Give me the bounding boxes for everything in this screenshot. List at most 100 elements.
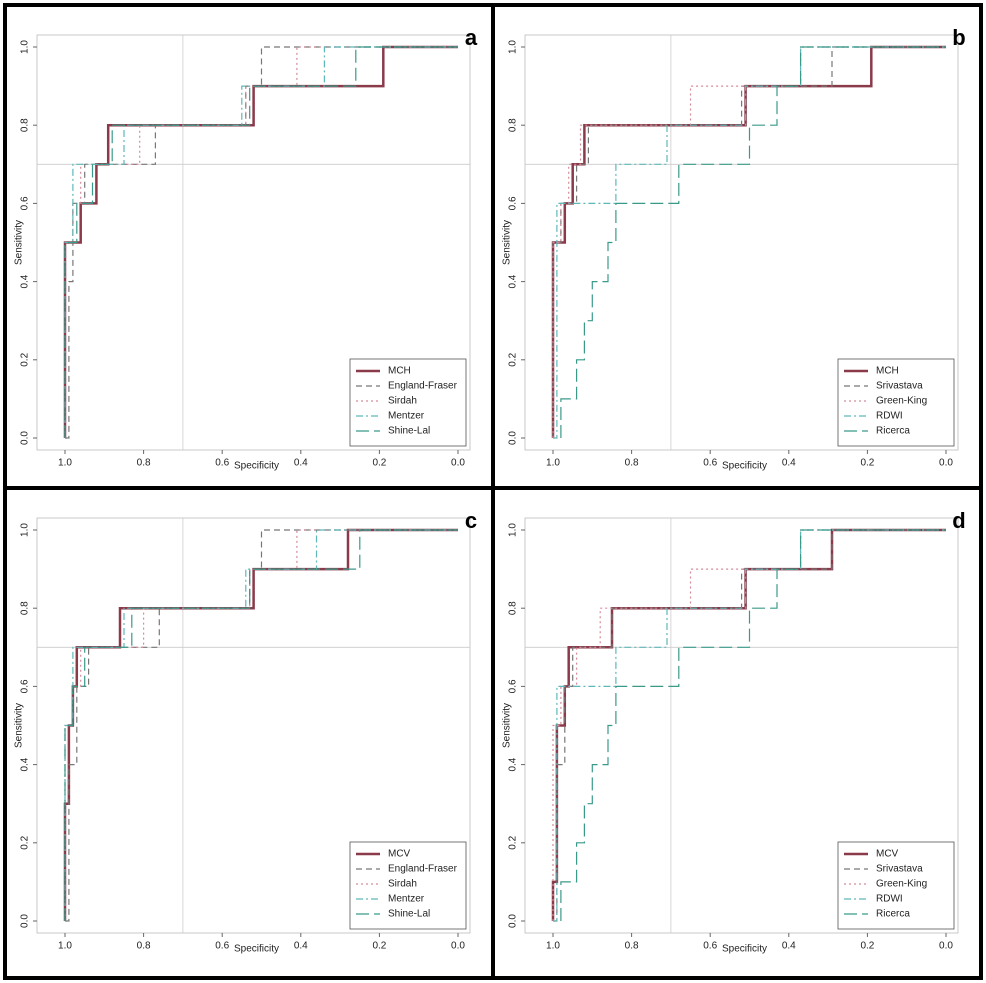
y-tick-label: 0.2 — [20, 835, 31, 849]
legend-label: Srivastava — [876, 381, 923, 392]
legend-label: Mentzer — [388, 894, 425, 905]
legend-label: Shine-Lal — [388, 426, 430, 437]
roc-line — [64, 529, 458, 921]
plot-frame — [36, 34, 471, 451]
legend-label: MCV — [388, 849, 411, 860]
x-tick-label: 0.2 — [860, 458, 874, 469]
y-tick-label: 1.0 — [508, 523, 519, 537]
y-tick-label: 0.2 — [508, 835, 519, 849]
y-tick-label: 0.6 — [508, 679, 519, 693]
y-tick-label: 0.4 — [20, 757, 31, 771]
y-tick-label: 1.0 — [20, 523, 31, 537]
panel: 1.0 0.8 0.6 0.4 0.2 0.0 0.0 0.2 0.4 0.6 0.8 1.0 Spec… — [491, 3, 983, 497]
x-tick-label: 0.0 — [451, 941, 465, 952]
x-tick-label: 0.0 — [939, 941, 953, 952]
x-tick-label: 0.4 — [294, 941, 308, 952]
y-tick-label: 0.4 — [508, 757, 519, 771]
y-tick-label: 0.0 — [508, 431, 519, 445]
x-axis-label: Specificity — [234, 461, 279, 472]
panel-label: d — [952, 508, 965, 533]
legend-box — [349, 358, 467, 447]
y-tick-label: 0.6 — [508, 196, 519, 210]
legend-label: Mentzer — [388, 411, 425, 422]
legend-label: England-Fraser — [388, 381, 458, 392]
legend-label: Green-King — [876, 396, 927, 407]
x-tick-label: 1.0 — [58, 458, 72, 469]
x-tick-label: 0.4 — [782, 941, 796, 952]
roc-line — [560, 46, 946, 438]
legend: MCV Srivastava Green-King RDWI Ricerca — [837, 841, 955, 930]
x-tick-label: 0.6 — [215, 458, 229, 469]
legend-label: Sirdah — [388, 396, 417, 407]
legend-label: Ricerca — [876, 909, 910, 920]
y-tick-label: 0.0 — [20, 431, 31, 445]
y-tick-label: 1.0 — [508, 40, 519, 54]
y-tick-label: 0.8 — [20, 601, 31, 615]
x-tick-label: 0.2 — [860, 941, 874, 952]
roc-line — [552, 46, 946, 438]
x-axis-label: Specificity — [234, 944, 279, 955]
legend-box — [837, 841, 955, 930]
x-tick-label: 0.8 — [137, 941, 151, 952]
y-axis-label: Sensitivity — [502, 220, 513, 265]
panel: 1.0 0.8 0.6 0.4 0.2 0.0 0.0 0.2 0.4 0.6 0.8 1.0 Spec… — [491, 486, 983, 980]
x-tick-label: 0.6 — [703, 941, 717, 952]
y-tick-label: 0.4 — [20, 274, 31, 288]
panel-label: c — [465, 508, 477, 533]
legend-box — [837, 358, 955, 447]
legend-label: Ricerca — [876, 426, 910, 437]
x-tick-label: 0.8 — [625, 458, 639, 469]
y-tick-label: 0.2 — [508, 352, 519, 366]
x-tick-label: 0.4 — [294, 458, 308, 469]
panel-label: a — [465, 25, 478, 50]
plot-frame — [524, 34, 959, 451]
y-tick-label: 0.8 — [508, 601, 519, 615]
legend-label: Srivastava — [876, 864, 923, 875]
roc-line — [551, 45, 946, 438]
y-tick-label: 0.4 — [508, 274, 519, 288]
roc-line — [552, 529, 946, 921]
legend-label: RDWI — [876, 894, 903, 905]
roc-line — [552, 46, 946, 438]
plot-frame — [524, 517, 959, 934]
legend-label: Green-King — [876, 879, 927, 890]
panel: 1.0 0.8 0.6 0.4 0.2 0.0 0.0 0.2 0.4 0.6 0.8 1.0 Spec… — [3, 3, 495, 497]
legend-label: Sirdah — [388, 879, 417, 890]
legend-label: MCH — [876, 366, 899, 377]
legend-label: Shine-Lal — [388, 909, 430, 920]
x-tick-label: 0.2 — [372, 458, 386, 469]
legend-label: MCV — [876, 849, 899, 860]
x-tick-label: 0.8 — [625, 941, 639, 952]
x-tick-label: 0.6 — [703, 458, 717, 469]
x-tick-label: 0.0 — [939, 458, 953, 469]
x-tick-label: 1.0 — [546, 941, 560, 952]
legend-box — [349, 841, 467, 930]
roc-line — [560, 529, 946, 921]
x-tick-label: 1.0 — [58, 941, 72, 952]
roc-line — [553, 529, 946, 922]
panel: 1.0 0.8 0.6 0.4 0.2 0.0 0.0 0.2 0.4 0.6 0.8 1.0 Spec… — [3, 486, 495, 980]
x-tick-label: 0.6 — [215, 941, 229, 952]
y-tick-label: 0.2 — [20, 352, 31, 366]
legend-label: England-Fraser — [388, 864, 458, 875]
x-axis-label: Specificity — [722, 461, 767, 472]
x-tick-label: 0.8 — [137, 458, 151, 469]
y-axis-label: Sensitivity — [14, 703, 25, 748]
x-tick-label: 0.0 — [451, 458, 465, 469]
legend: MCH England-Fraser Sirdah Mentzer Shine-Lal — [349, 358, 467, 447]
legend-label: MCH — [388, 366, 411, 377]
x-tick-label: 1.0 — [546, 458, 560, 469]
x-axis-label: Specificity — [722, 944, 767, 955]
y-tick-label: 0.0 — [20, 914, 31, 928]
x-tick-label: 0.4 — [782, 458, 796, 469]
y-tick-label: 1.0 — [20, 40, 31, 54]
y-axis-label: Sensitivity — [502, 703, 513, 748]
y-tick-label: 0.6 — [20, 196, 31, 210]
panel-label: b — [952, 25, 965, 50]
legend: MCH Srivastava Green-King RDWI Ricerca — [837, 358, 955, 447]
plot-frame — [36, 517, 471, 934]
y-tick-label: 0.8 — [508, 118, 519, 132]
y-tick-label: 0.0 — [508, 914, 519, 928]
legend: MCV England-Fraser Sirdah Mentzer Shine-Lal — [349, 841, 467, 930]
